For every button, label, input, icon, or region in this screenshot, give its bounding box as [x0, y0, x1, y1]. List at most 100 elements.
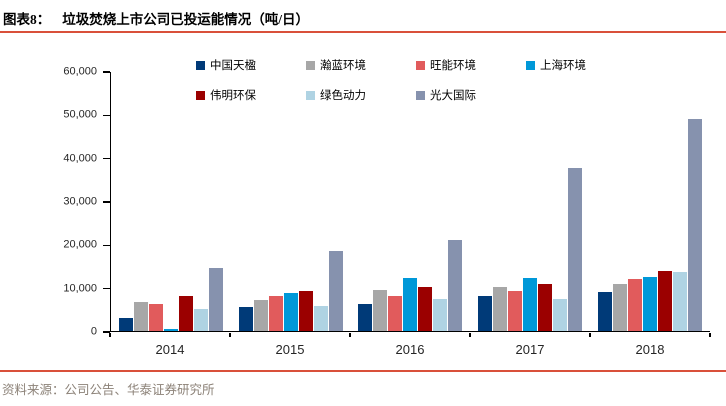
plot-area: [110, 72, 710, 332]
y-tick-label: 0: [90, 325, 97, 338]
bar-旺能环境-2014: [148, 303, 163, 331]
legend-item-光大国际: 光大国际: [416, 87, 526, 103]
bar-上海环境-2017: [523, 277, 538, 331]
y-tick-mark: [103, 71, 110, 73]
top-divider-line: [0, 31, 726, 33]
y-tick-label: 60,000: [63, 65, 97, 78]
bar-旺能环境-2017: [508, 290, 523, 331]
x-tick-label-2016: 2016: [395, 342, 425, 357]
y-tick-mark: [103, 201, 110, 203]
bar-group-2017: [470, 72, 590, 331]
legend-item-绿色动力: 绿色动力: [306, 87, 416, 103]
bar-光大国际-2015: [328, 251, 343, 331]
bar-伟明环保-2016: [418, 287, 433, 331]
legend-label: 上海环境: [540, 60, 586, 72]
y-tick-label: 30,000: [63, 195, 97, 208]
y-tick-mark: [103, 287, 110, 290]
legend-label: 伟明环保: [210, 90, 256, 102]
bar-伟明环保-2015: [298, 291, 313, 331]
y-tick-mark: [103, 157, 110, 160]
x-tick-mark: [229, 333, 231, 337]
bar-绿色动力-2018: [673, 272, 688, 331]
bar-瀚蓝环境-2017: [493, 286, 508, 331]
x-tick-mark: [109, 333, 111, 337]
legend-label: 瀚蓝环境: [320, 60, 366, 72]
legend-swatch-icon: [196, 90, 205, 100]
bar-光大国际-2016: [448, 239, 463, 331]
legend-item-旺能环境: 旺能环境: [416, 57, 526, 73]
x-axis-labels: 2014 2015 2016 2017 2018: [110, 342, 710, 358]
y-tick-label: 40,000: [63, 152, 97, 165]
x-tick-label-2017: 2017: [515, 342, 545, 357]
legend-swatch-icon: [196, 60, 205, 70]
legend-swatch-icon: [526, 60, 535, 70]
legend-label: 中国天楹: [210, 60, 256, 72]
bottom-divider-line: [0, 370, 726, 372]
bar-group-2016: [351, 72, 471, 331]
bar-旺能环境-2018: [628, 278, 643, 331]
bar-伟明环保-2017: [538, 283, 553, 331]
bar-上海环境-2016: [403, 278, 418, 331]
bar-光大国际-2017: [568, 168, 583, 331]
bar-绿色动力-2015: [313, 305, 328, 331]
legend-row: 中国天楹 瀚蓝环境 旺能环境 上海环境: [196, 57, 636, 73]
legend-row: 伟明环保 绿色动力 光大国际: [196, 87, 526, 103]
legend-swatch-icon: [416, 60, 425, 70]
bar-伟明环保-2014: [178, 296, 193, 331]
bar-中国天楹-2016: [358, 303, 373, 331]
x-axis-ticks: [109, 333, 711, 337]
legend-label: 旺能环境: [430, 60, 476, 72]
bar-瀚蓝环境-2014: [133, 302, 148, 331]
y-tick-label: 50,000: [63, 108, 97, 121]
legend-item-上海环境: 上海环境: [526, 57, 636, 73]
chart-header: 图表8： 垃圾焚烧上市公司已投运能情况（吨/日）: [3, 8, 309, 28]
legend-label: 绿色动力: [320, 90, 366, 102]
x-tick-mark: [709, 333, 711, 337]
x-tick-mark: [469, 333, 471, 337]
bar-绿色动力-2014: [193, 308, 208, 331]
y-tick-label: 10,000: [63, 282, 97, 295]
bar-上海环境-2014: [163, 329, 178, 331]
bar-group-2018: [590, 72, 710, 331]
y-axis-labels: 0 10,000 20,000 30,000 40,000 50,000 60,000: [0, 66, 97, 337]
bar-光大国际-2018: [688, 118, 703, 331]
bar-绿色动力-2017: [553, 298, 568, 331]
bar-光大国际-2014: [208, 268, 223, 331]
bar-旺能环境-2016: [388, 295, 403, 331]
x-tick-mark: [349, 333, 351, 337]
bar-group-2015: [231, 72, 351, 331]
figure-label: 图表8：: [3, 12, 51, 27]
y-tick-label: 20,000: [63, 238, 97, 251]
bar-伟明环保-2018: [658, 270, 673, 331]
legend-item-伟明环保: 伟明环保: [196, 87, 306, 103]
bar-瀚蓝环境-2018: [613, 283, 628, 331]
legend-swatch-icon: [306, 60, 315, 70]
y-tick-mark: [103, 244, 110, 247]
x-tick-label-2018: 2018: [635, 342, 665, 357]
legend-swatch-icon: [416, 90, 425, 100]
x-tick-label-2015: 2015: [275, 342, 305, 357]
legend-item-中国天楹: 中国天楹: [196, 57, 306, 73]
bar-绿色动力-2016: [433, 298, 448, 331]
legend-label: 光大国际: [430, 90, 476, 102]
bar-上海环境-2015: [283, 293, 298, 331]
bar-旺能环境-2015: [268, 296, 283, 331]
source-note: 资料来源：公司公告、华泰证券研究所: [2, 383, 215, 397]
bar-瀚蓝环境-2016: [373, 289, 388, 331]
legend-item-瀚蓝环境: 瀚蓝环境: [306, 57, 416, 73]
bar-中国天楹-2015: [238, 307, 253, 331]
bar-中国天楹-2018: [598, 292, 613, 331]
bar-group-2014: [111, 72, 231, 331]
y-axis-ticks: [103, 71, 110, 333]
y-tick-mark: [103, 331, 110, 333]
bar-上海环境-2018: [643, 277, 658, 331]
page-title: 垃圾焚烧上市公司已投运能情况（吨/日）: [62, 12, 310, 27]
bar-中国天楹-2017: [478, 295, 493, 331]
x-tick-label-2014: 2014: [155, 342, 185, 357]
x-tick-mark: [589, 333, 591, 337]
legend-swatch-icon: [306, 90, 315, 100]
y-tick-mark: [103, 114, 110, 117]
bar-瀚蓝环境-2015: [253, 299, 268, 331]
